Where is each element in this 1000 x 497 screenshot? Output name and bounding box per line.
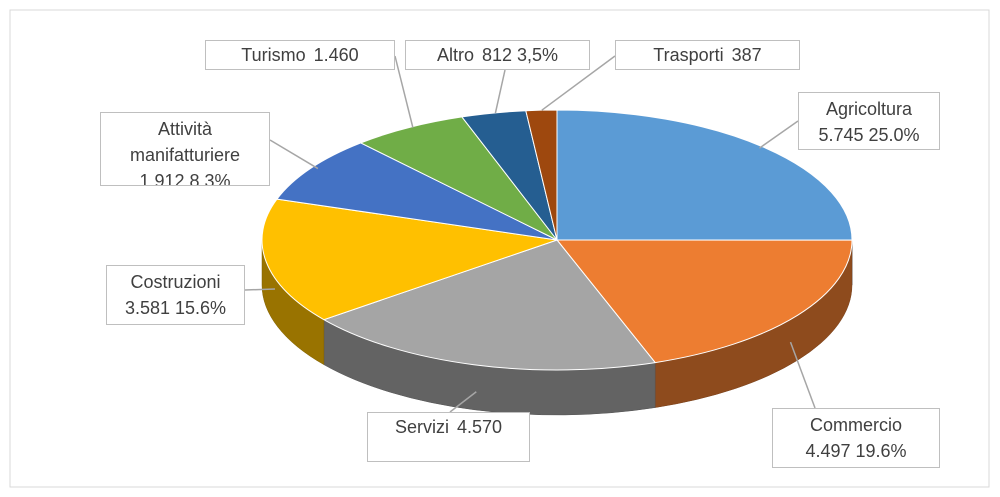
label-category: Attività manifatturiere (129, 119, 241, 165)
label-value: 4.497 19.6% (805, 441, 907, 461)
data-label: Servizi 4.570 (367, 412, 530, 462)
pie-slice-top (556, 109, 853, 241)
label-value: 3.581 15.6% (124, 298, 227, 318)
leader-line (244, 288, 275, 291)
pie-slice-top (359, 116, 558, 241)
label-value: 812 3,5% (481, 45, 559, 65)
leader-line (269, 139, 319, 170)
pie-slice (525, 109, 558, 241)
data-label: Turismo 1.460 (205, 40, 395, 70)
label-category: Turismo (241, 45, 306, 65)
label-value: 5.745 25.0% (818, 125, 920, 145)
pie-slice-top (525, 109, 558, 241)
pie-slice-top (276, 142, 558, 241)
label-category: Servizi (394, 417, 449, 437)
leader-line (789, 341, 816, 409)
data-label: Trasporti 387 (615, 40, 800, 70)
label-category: Trasporti (653, 45, 724, 65)
label-category: Commercio (809, 415, 902, 435)
leader-line (449, 391, 477, 413)
data-label: Commercio 4.497 19.6% (772, 408, 940, 468)
label-category: Altro (436, 45, 474, 65)
data-label: Costruzioni 3.581 15.6% (106, 265, 245, 325)
label-category: Costruzioni (130, 272, 221, 292)
leader-line (394, 55, 414, 128)
pie-slice-top (322, 239, 657, 371)
data-label: Altro 812 3,5% (405, 40, 590, 70)
data-label: Agricoltura 5.745 25.0% (798, 92, 940, 150)
pie-slice (276, 142, 558, 241)
leader-line (759, 120, 799, 149)
label-value: 1.912 8.3% (139, 171, 231, 186)
label-value: 4.570 (456, 417, 503, 437)
pie-slice (359, 116, 558, 241)
leader-line (541, 55, 616, 111)
data-label: Attività manifatturiere 1.912 8.3% (100, 112, 270, 186)
label-value: 1.460 (313, 45, 359, 65)
label-category: Agricoltura (825, 99, 913, 119)
label-value: 387 (731, 45, 762, 65)
leader-line (494, 69, 506, 114)
